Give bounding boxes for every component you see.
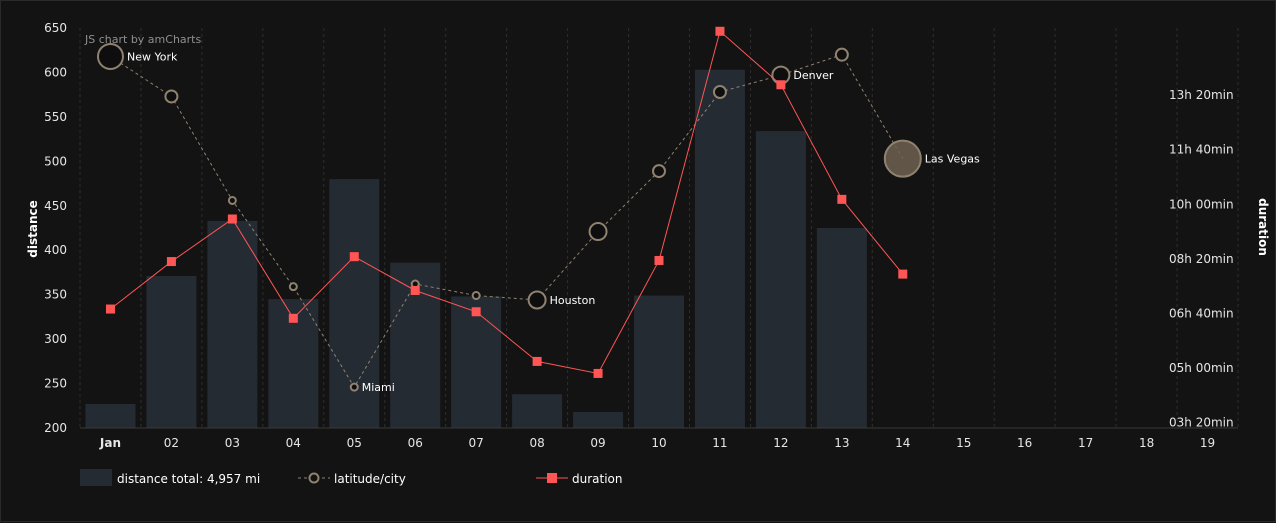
duration-marker (105, 304, 115, 314)
y-left-tick-label: 350 (44, 288, 67, 302)
y-left-tick-label: 450 (44, 199, 67, 213)
y-right-tick-label: 05h 00min (1169, 361, 1234, 375)
y-left-tick-label: 650 (44, 21, 67, 35)
y-right-tick-label: 10h 00min (1169, 197, 1234, 211)
x-tick-label: 17 (1078, 436, 1093, 450)
y-right-tick-label: 03h 20min (1169, 416, 1234, 430)
duration-series (105, 26, 908, 378)
city-label: Denver (793, 69, 833, 82)
legend-item-distance[interactable]: distance total: 4,957 mi (80, 469, 260, 486)
duration-marker (166, 257, 176, 267)
x-tick-label: 04 (286, 436, 301, 450)
grid-layer (79, 28, 1239, 428)
latitude-bubble (349, 382, 359, 392)
legend-label-latitude: latitude/city (334, 472, 406, 486)
distance-bar (816, 228, 867, 428)
latitude-bubble (288, 282, 298, 292)
legend-item-duration[interactable]: duration (536, 472, 623, 486)
duration-marker (410, 285, 420, 295)
latitude-bubble (652, 164, 666, 179)
legend-label-distance: distance total: 4,957 mi (117, 472, 260, 486)
y-left-tick-label: 200 (44, 421, 67, 435)
city-label: Las Vegas (925, 153, 980, 166)
latitude-bubble (227, 195, 237, 205)
latitude-bubble (471, 291, 481, 301)
latitude-series: New York Miami Houston Denver Las Vegas (96, 42, 980, 394)
y-left-tick-label: 500 (44, 154, 67, 168)
x-tick-label: 14 (895, 436, 910, 450)
city-label: New York (127, 50, 178, 63)
distance-bar (694, 69, 745, 429)
x-tick-label: 09 (590, 436, 605, 450)
latitude-bubble (164, 89, 179, 104)
distance-bars (85, 69, 867, 429)
y-left-axis-title: distance (26, 200, 40, 257)
legend-marker-duration (547, 473, 557, 483)
x-tick-label: 07 (469, 436, 484, 450)
distance-bar (573, 412, 624, 428)
x-tick-label: 13 (834, 436, 849, 450)
x-tick-label: 12 (773, 436, 788, 450)
x-tick-label: Jan (99, 436, 121, 450)
x-tick-label: 08 (529, 436, 544, 450)
legend-marker-latitude (308, 472, 320, 484)
legend: distance total: 4,957 mi latitude/city d… (80, 469, 623, 486)
y-left-tick-label: 600 (44, 65, 67, 79)
y-left-tick-label: 400 (44, 243, 67, 257)
x-tick-label: 02 (164, 436, 179, 450)
distance-bar (85, 404, 136, 428)
latitude-bubble (96, 42, 124, 70)
duration-marker (776, 80, 786, 90)
y-left-tick-label: 250 (44, 377, 67, 391)
duration-marker (593, 368, 603, 378)
duration-marker (715, 26, 725, 36)
latitude-bubble (883, 139, 922, 178)
duration-marker (654, 255, 664, 265)
y-left-tick-label: 550 (44, 110, 67, 124)
x-tick-label: 11 (712, 436, 727, 450)
distance-bar (634, 295, 684, 428)
duration-marker (349, 252, 359, 262)
axes-layer: 200 250 300 350 400 450 500 550 600 650 03h 20min 0… (44, 21, 1238, 450)
x-tick-label: 06 (408, 436, 423, 450)
latitude-line (110, 54, 904, 389)
distance-bar (146, 276, 197, 428)
distance-bar (451, 296, 502, 428)
x-tick-label: 18 (1139, 436, 1154, 450)
latitude-bubble (712, 85, 727, 99)
chart-credit: JS chart by amCharts (84, 33, 201, 46)
city-label: Miami (362, 381, 395, 394)
distance-bar (207, 220, 258, 428)
y-right-tick-label: 06h 40min (1169, 306, 1234, 320)
distance-bar (755, 131, 806, 428)
y-right-tick-label: 11h 40min (1169, 143, 1234, 157)
latitude-bubble (834, 47, 849, 62)
latitude-bubble (588, 222, 608, 242)
legend-item-latitude[interactable]: latitude/city (298, 472, 406, 486)
y-right-axis-title: duration (1256, 198, 1270, 256)
x-tick-label: 15 (956, 436, 971, 450)
duration-marker (532, 356, 542, 366)
duration-marker (837, 194, 847, 204)
x-tick-label: 05 (347, 436, 362, 450)
duration-line (110, 30, 904, 374)
duration-marker (471, 307, 481, 317)
distance-bar (512, 394, 563, 428)
x-tick-label: 16 (1017, 436, 1032, 450)
y-right-tick-label: 08h 20min (1169, 252, 1234, 266)
duration-marker (288, 313, 298, 323)
city-label: Houston (550, 294, 596, 307)
legend-swatch-distance (80, 469, 112, 486)
y-right-tick-label: 13h 20min (1169, 88, 1234, 102)
legend-label-duration: duration (572, 472, 623, 486)
latitude-bubble (527, 290, 547, 310)
y-left-tick-label: 300 (44, 332, 67, 346)
x-tick-label: 19 (1200, 436, 1215, 450)
duration-marker (227, 214, 237, 224)
x-tick-label: 03 (225, 436, 240, 450)
x-tick-label: 10 (651, 436, 666, 450)
duration-marker (898, 269, 908, 279)
